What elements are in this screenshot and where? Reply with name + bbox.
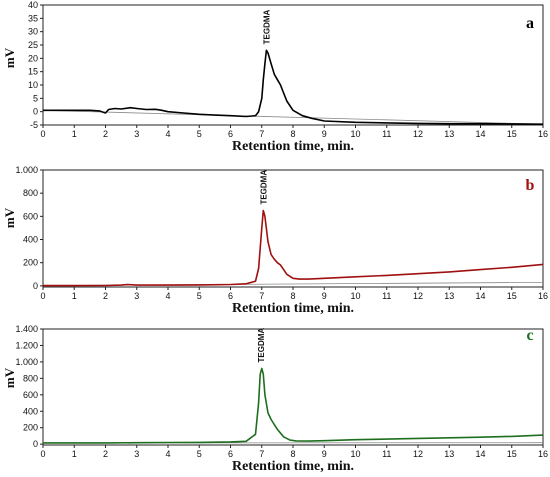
x-tick-label: 13: [444, 129, 454, 139]
x-tick-label: 15: [507, 291, 517, 301]
baseline-line: [42, 109, 544, 125]
y-tick-label: 35: [28, 13, 38, 23]
chromatogram-trace: [43, 367, 544, 444]
x-tick-label: 5: [197, 449, 202, 459]
y-tick-label: 800: [23, 373, 38, 383]
x-tick-label: 9: [322, 291, 327, 301]
x-tick-label: 1: [72, 129, 77, 139]
x-tick-label: 0: [40, 449, 45, 459]
y-tick-label: 20: [28, 53, 38, 63]
chromatogram-trace: [43, 49, 544, 125]
x-tick-label: 9: [322, 129, 327, 139]
x-tick-label: 6: [228, 291, 233, 301]
x-tick-label: 8: [290, 291, 295, 301]
x-tick-label: 0: [40, 291, 45, 301]
peak-label: TEGDMA: [257, 328, 266, 363]
x-tick-label: 5: [197, 291, 202, 301]
x-tick-label: 10: [350, 449, 360, 459]
y-tick-label: 1.400: [15, 324, 38, 334]
x-tick-label: 13: [444, 449, 454, 459]
x-tick-label: 12: [413, 129, 423, 139]
y-tick-label: 1.200: [15, 340, 38, 350]
x-tick-label: 7: [259, 449, 264, 459]
y-tick-label: 400: [23, 406, 38, 416]
y-tick-label: 15: [28, 67, 38, 77]
x-tick-label: 6: [228, 449, 233, 459]
x-tick-label: 7: [259, 291, 264, 301]
chromatogram-trace: [43, 209, 544, 287]
x-axis-label: Retention time, min.: [232, 301, 354, 316]
y-tick-label: 1.000: [15, 357, 38, 367]
y-tick-label: 0: [33, 439, 38, 449]
x-axis-label: Retention time, min.: [232, 139, 354, 154]
x-tick-label: 3: [134, 449, 139, 459]
x-tick-label: 7: [259, 129, 264, 139]
y-tick-label: 0: [33, 281, 38, 291]
x-tick-label: 10: [350, 129, 360, 139]
y-tick-label: 40: [28, 0, 38, 10]
peak-label: TEGDMA: [259, 170, 268, 205]
x-tick-label: 1: [72, 291, 77, 301]
x-tick-label: 0: [40, 129, 45, 139]
y-axis-label: mV: [2, 367, 17, 388]
y-tick-label: 30: [28, 27, 38, 37]
x-tick-label: 4: [165, 449, 170, 459]
x-tick-label: 16: [538, 291, 548, 301]
y-tick-label: 600: [23, 390, 38, 400]
panel-letter: c: [526, 327, 533, 344]
y-tick-label: 600: [23, 211, 38, 221]
x-tick-label: 14: [475, 449, 485, 459]
y-tick-label: 400: [23, 235, 38, 245]
x-tick-label: 2: [103, 129, 108, 139]
x-tick-label: 8: [290, 449, 295, 459]
peak-label: TEGDMA: [262, 9, 271, 44]
x-tick-label: 2: [103, 291, 108, 301]
x-tick-label: 11: [382, 449, 391, 459]
y-tick-label: 25: [28, 40, 38, 50]
x-tick-label: 16: [538, 449, 548, 459]
x-tick-label: 5: [197, 129, 202, 139]
x-tick-label: 15: [507, 129, 517, 139]
x-tick-label: 8: [290, 129, 295, 139]
panel-letter: a: [526, 15, 534, 32]
plot-frame: [42, 4, 544, 126]
y-tick-label: -5: [30, 120, 38, 130]
x-tick-label: 6: [228, 129, 233, 139]
x-tick-label: 16: [538, 129, 548, 139]
x-tick-label: 3: [134, 129, 139, 139]
x-tick-label: 2: [103, 449, 108, 459]
x-tick-label: 10: [350, 291, 360, 301]
plot-frame: [42, 328, 544, 446]
x-axis-label: Retention time, min.: [232, 459, 354, 474]
y-axis-label: mV: [2, 47, 17, 68]
x-tick-label: 11: [382, 129, 391, 139]
y-tick-label: 5: [33, 93, 38, 103]
y-tick-label: 0: [33, 107, 38, 117]
y-tick-label: 200: [23, 423, 38, 433]
x-tick-label: 14: [475, 129, 485, 139]
y-tick-label: 10: [28, 80, 38, 90]
x-tick-label: 3: [134, 291, 139, 301]
x-tick-label: 4: [165, 129, 170, 139]
x-tick-label: 9: [322, 449, 327, 459]
x-tick-label: 15: [507, 449, 517, 459]
panel-letter: b: [526, 177, 535, 194]
y-tick-label: 200: [23, 258, 38, 268]
x-tick-label: 1: [72, 449, 77, 459]
x-tick-label: 12: [413, 449, 423, 459]
plot-frame: [42, 169, 544, 288]
y-axis-label: mV: [2, 207, 17, 228]
y-tick-label: 1.000: [15, 165, 38, 175]
x-tick-label: 4: [165, 291, 170, 301]
y-tick-label: 800: [23, 188, 38, 198]
x-tick-label: 14: [475, 291, 485, 301]
x-tick-label: 12: [413, 291, 423, 301]
x-tick-label: 11: [382, 291, 391, 301]
x-tick-label: 13: [444, 291, 454, 301]
